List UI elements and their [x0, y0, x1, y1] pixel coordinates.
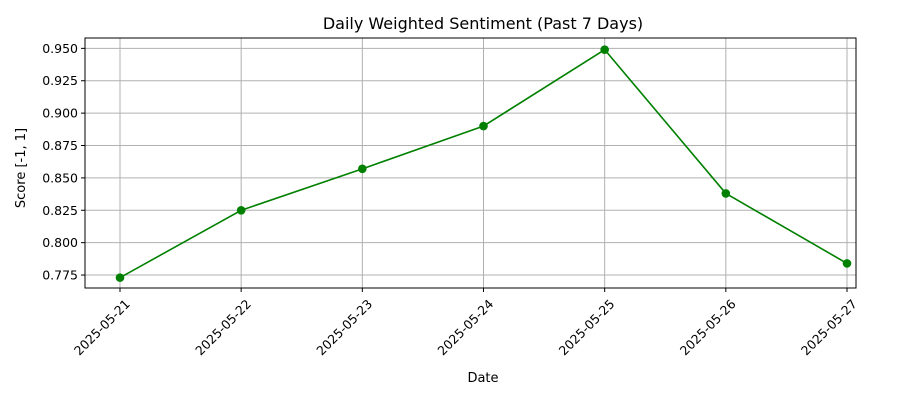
y-tick-label: 0.900	[42, 106, 78, 121]
y-tick-label: 0.825	[42, 203, 78, 218]
series-marker-layer	[115, 45, 852, 282]
x-tick-label: 2025-05-21	[71, 296, 133, 358]
data-point-marker	[236, 205, 246, 215]
y-tick-label: 0.950	[42, 41, 78, 56]
data-point-marker	[115, 273, 125, 282]
y-tick-label: 0.925	[42, 73, 78, 88]
x-axis-ticks: 2025-05-21 2025-05-22 2025-05-23 2025-05-24…	[71, 288, 860, 358]
data-point-marker	[358, 164, 367, 174]
data-point-marker	[721, 189, 731, 198]
data-point-marker	[842, 259, 852, 268]
chart-title: Daily Weighted Sentiment (Past 7 Days)	[323, 14, 643, 33]
x-tick-label: 2025-05-25	[556, 296, 618, 358]
x-tick-label: 2025-05-23	[313, 296, 375, 358]
grid	[85, 38, 856, 288]
x-tick-label: 2025-05-24	[434, 296, 496, 358]
y-tick-label: 0.775	[42, 268, 78, 283]
data-point-marker	[479, 121, 488, 131]
x-tick-label: 2025-05-22	[192, 296, 254, 358]
x-axis-label: Date	[467, 371, 498, 386]
data-point-marker	[600, 45, 609, 54]
y-axis-ticks: 0.775 0.800 0.825 0.850 0.875 0.900 0.925 0.950	[42, 41, 85, 283]
x-tick-label: 2025-05-26	[677, 296, 739, 358]
y-tick-label: 0.850	[42, 170, 78, 185]
y-tick-label: 0.800	[42, 235, 78, 250]
x-tick-label: 2025-05-27	[798, 296, 860, 358]
plot-frame	[84, 37, 857, 289]
y-tick-label: 0.875	[42, 138, 78, 153]
y-axis-label: Score [-1, 1]	[14, 128, 29, 208]
